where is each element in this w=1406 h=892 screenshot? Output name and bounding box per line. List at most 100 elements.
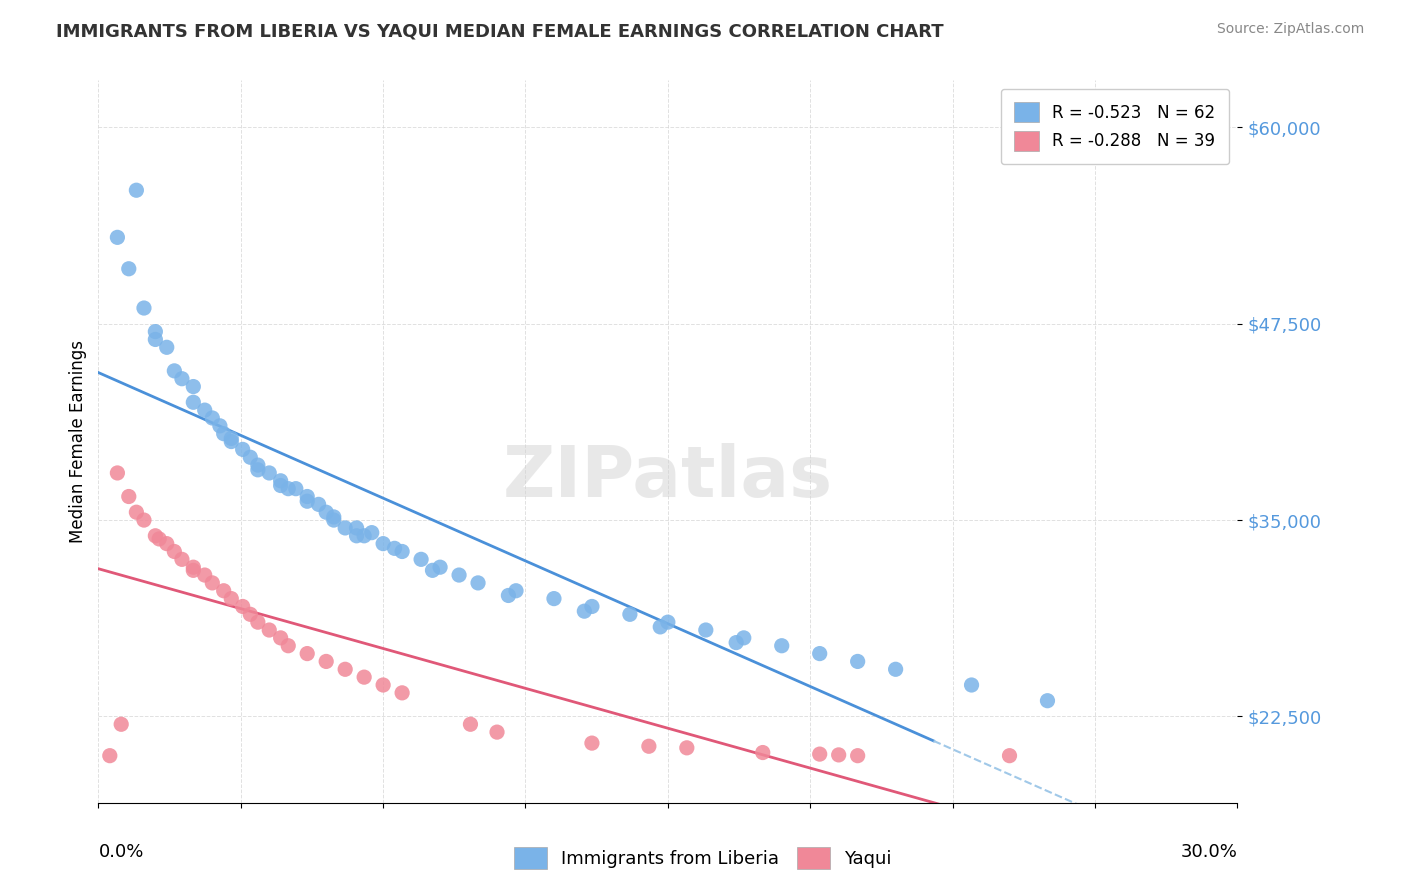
Point [145,325,167,339]
Point [270,478,292,492]
Point [353,529,375,543]
Point [346,529,368,543]
Point [808,747,831,761]
Point [384,541,406,556]
Point [221,434,243,449]
Point [371,536,394,550]
Text: IMMIGRANTS FROM LIBERIA VS YAQUI MEDIAN FEMALE EARNINGS CORRELATION CHART: IMMIGRANTS FROM LIBERIA VS YAQUI MEDIAN … [56,22,943,40]
Point [183,560,205,574]
Point [201,575,224,590]
Point [125,505,148,519]
Point [498,589,520,603]
Point [770,639,793,653]
Point [125,183,148,197]
Point [156,536,179,550]
Point [581,736,603,750]
Point [346,521,368,535]
Point [657,615,679,630]
Point [1036,694,1059,708]
Point [183,379,205,393]
Point [132,301,155,315]
Point [194,568,217,582]
Point [277,639,299,653]
Point [110,717,132,731]
Point [212,426,235,441]
Point [259,466,281,480]
Point [828,747,851,762]
Point [270,474,292,488]
Point [505,583,527,598]
Point [246,615,269,630]
Point [232,599,254,614]
Point [422,563,444,577]
Point [221,591,243,606]
Point [315,505,337,519]
Point [574,604,596,618]
Point [411,552,433,566]
Point [145,333,167,347]
Point [194,403,217,417]
Point [335,662,357,676]
Point [960,678,983,692]
Legend: Immigrants from Liberia, Yaqui: Immigrants from Liberia, Yaqui [505,838,901,879]
Point [353,670,375,684]
Point [145,529,167,543]
Point [371,678,394,692]
Point [277,482,299,496]
Point [98,748,121,763]
Point [846,748,869,763]
Point [467,575,489,590]
Point [246,463,269,477]
Point [308,497,330,511]
Point [239,607,262,622]
Point [695,623,717,637]
Point [270,631,292,645]
Point [201,411,224,425]
Point [808,647,831,661]
Point [297,494,319,508]
Point [725,635,748,649]
Point [846,655,869,669]
Point [132,513,155,527]
Point [429,560,451,574]
Point [884,662,907,676]
Point [543,591,565,606]
Point [322,510,344,524]
Legend: R = -0.523   N = 62, R = -0.288   N = 39: R = -0.523 N = 62, R = -0.288 N = 39 [1001,88,1229,164]
Point [391,686,413,700]
Text: ZIPatlas: ZIPatlas [503,443,832,512]
Point [239,450,262,465]
Point [170,552,193,566]
Point [118,490,141,504]
Text: Source: ZipAtlas.com: Source: ZipAtlas.com [1216,22,1364,37]
Point [676,740,699,755]
Point [246,458,269,472]
Point [360,525,382,540]
Point [170,372,193,386]
Point [208,418,231,433]
Point [460,717,482,731]
Point [107,230,129,244]
Point [315,655,337,669]
Text: 30.0%: 30.0% [1181,843,1237,861]
Point [581,599,603,614]
Point [163,544,186,558]
Y-axis label: Median Female Earnings: Median Female Earnings [69,340,87,543]
Point [297,490,319,504]
Point [183,563,205,577]
Point [449,568,471,582]
Point [998,748,1021,763]
Point [297,647,319,661]
Point [752,746,775,760]
Point [107,466,129,480]
Point [232,442,254,457]
Point [183,395,205,409]
Point [486,725,509,739]
Point [259,623,281,637]
Text: 0.0%: 0.0% [98,843,143,861]
Point [212,583,235,598]
Point [619,607,641,622]
Point [156,340,179,354]
Point [733,631,755,645]
Point [650,620,672,634]
